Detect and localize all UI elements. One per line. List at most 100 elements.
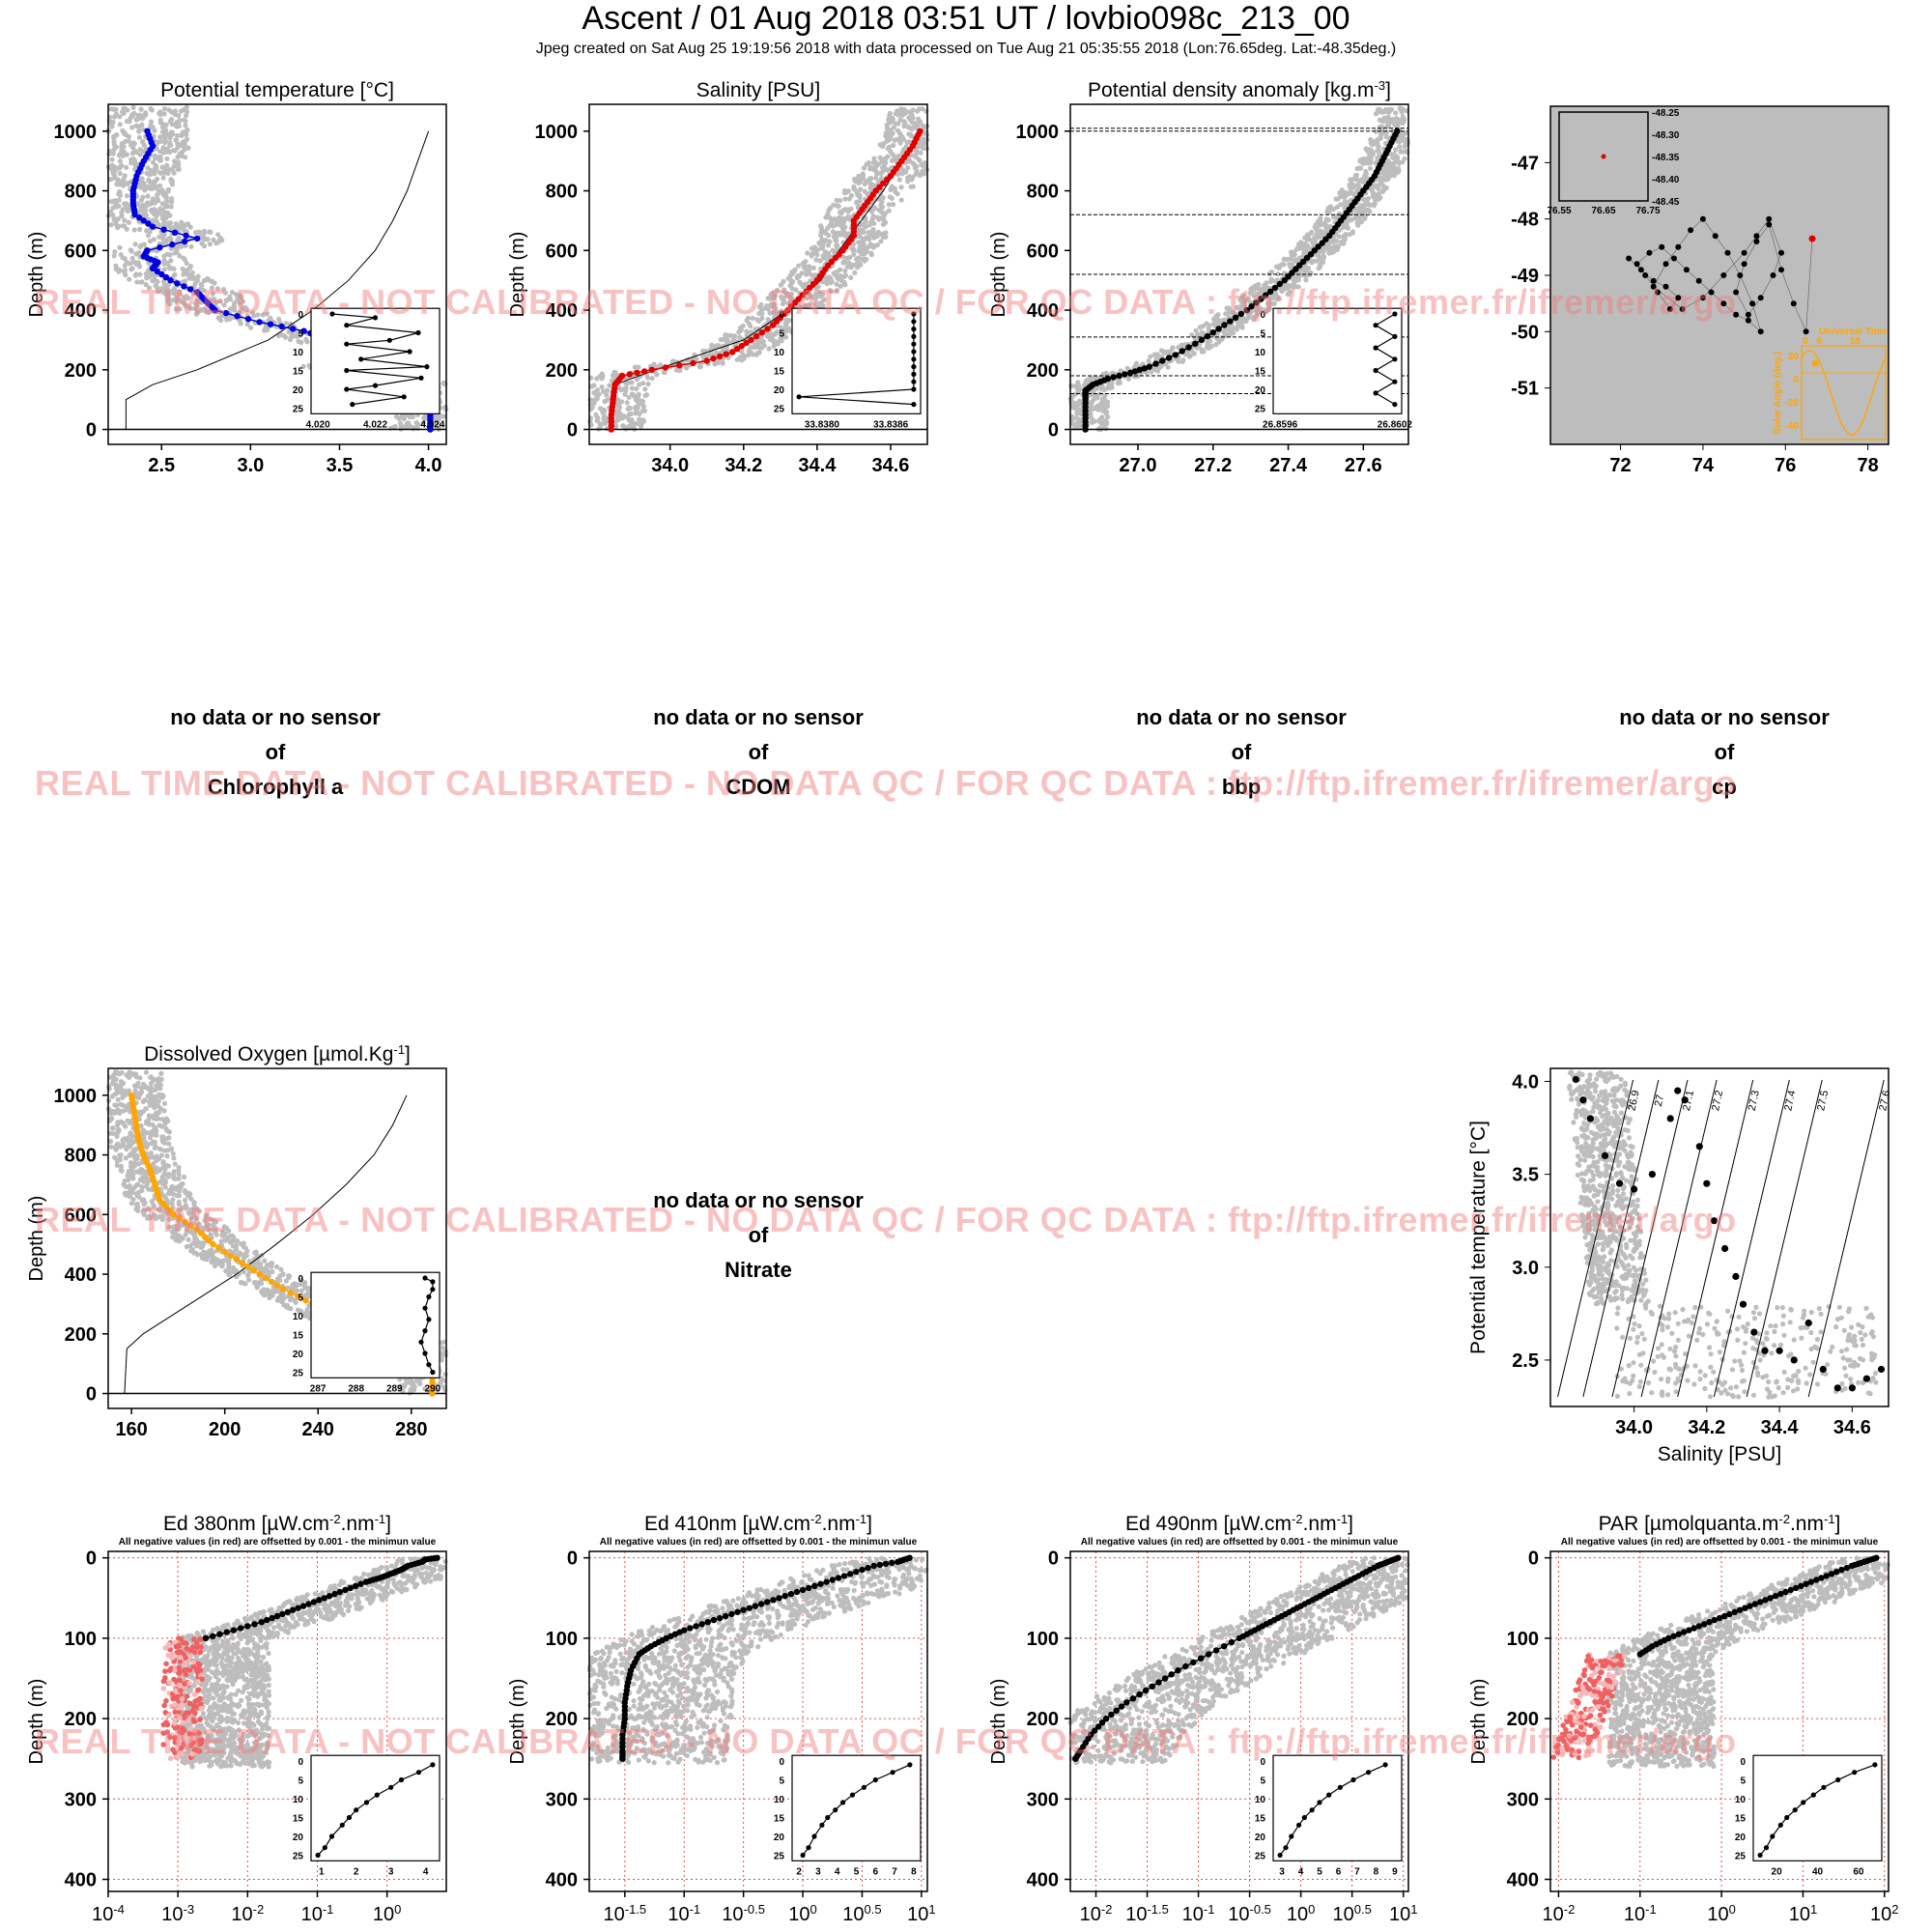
sal-history-cloud-point: [861, 256, 867, 263]
temp-inset-y-tick-label: 20: [293, 385, 304, 396]
dens-history-cloud-point: [1396, 159, 1402, 165]
y-tick-label: 400: [546, 300, 578, 322]
temp-history-cloud-point: [179, 219, 185, 225]
temp-history-cloud-point: [185, 271, 190, 277]
dens-history-cloud-point: [1224, 305, 1230, 311]
sal-history-cloud-point: [833, 270, 838, 276]
sal-history-cloud-point: [772, 293, 779, 298]
dens-history-cloud-point: [1362, 173, 1368, 179]
x-tick-label: 34.6: [871, 455, 909, 476]
sal-history-cloud-point: [833, 222, 838, 228]
dens-history-cloud-point: [1386, 171, 1392, 177]
dens-history-cloud-point: [1369, 142, 1375, 148]
oxy-history-cloud-point: [127, 1071, 132, 1077]
temp-history-cloud-point: [207, 242, 213, 247]
sal-history-cloud-point: [885, 154, 891, 159]
temp-history-cloud-point: [148, 119, 155, 125]
sal-history-cloud-point: [810, 265, 816, 270]
dens-history-cloud-point: [1348, 177, 1353, 183]
temp-history-cloud-point: [181, 268, 186, 273]
sal-history-cloud-point: [677, 368, 683, 374]
x-tick-label: 2.5: [148, 455, 175, 476]
sal-history-cloud-point: [852, 270, 858, 275]
temp-history-cloud-point: [111, 217, 117, 223]
temp-history-cloud-point: [132, 242, 138, 247]
sal-inset-point: [796, 394, 802, 400]
temp-history-cloud-point: [161, 258, 167, 264]
sal-inset-point: [911, 341, 917, 347]
temp-history-cloud-point: [152, 128, 157, 133]
temp-history-cloud-point: [110, 151, 116, 156]
temp-history-cloud-point: [215, 232, 221, 238]
temp-history-cloud-point: [163, 292, 169, 298]
temp-history-cloud-point: [262, 327, 268, 333]
sal-inset-point: [911, 371, 917, 377]
sal-history-cloud-point: [817, 241, 823, 247]
sal-history-cloud-point: [838, 232, 843, 238]
temp-history-cloud-point: [131, 227, 137, 233]
temp-history-cloud-point: [176, 113, 182, 119]
oxy-history-cloud-point: [159, 1137, 165, 1143]
oxy-history-cloud-point: [183, 1197, 188, 1204]
sal-history-cloud-point: [803, 259, 809, 265]
temp-history-cloud-point: [157, 206, 163, 212]
sal-inset-y-tick-label: 5: [779, 329, 784, 340]
oxy-history-cloud-point: [221, 1224, 227, 1230]
temp-history-cloud-point: [140, 139, 146, 145]
temp-inset-x-tick-label: 4.022: [363, 419, 387, 430]
temp-profile-point: [187, 286, 194, 293]
temp-history-cloud-point: [146, 285, 153, 291]
temp-history-cloud-point: [157, 183, 163, 188]
temp-history-cloud-point: [173, 137, 179, 143]
dens-history-cloud-point: [1391, 169, 1397, 175]
temp-history-cloud-point: [137, 271, 143, 277]
temp-history-cloud-point: [120, 255, 126, 261]
dens-history-cloud-point: [1103, 411, 1109, 416]
temp-profile-point: [267, 321, 274, 327]
dens-inset-point: [1392, 356, 1398, 362]
temp-history-cloud-point: [181, 271, 186, 277]
sal-history-cloud-point: [860, 171, 866, 177]
y-tick-label: 200: [65, 360, 97, 382]
temp-history-cloud-point: [148, 123, 154, 128]
temp-inset-point: [401, 394, 407, 400]
dens-history-cloud-point: [1215, 317, 1221, 323]
sal-history-cloud-point: [753, 352, 759, 357]
oxy-history-cloud-point: [157, 1147, 164, 1152]
sal-inset-y-tick-label: 15: [774, 367, 785, 378]
sal-history-cloud-point: [855, 192, 861, 198]
temp-history-cloud-point: [162, 190, 168, 196]
temp-history-cloud-point: [174, 247, 180, 253]
temp-history-cloud-point: [119, 213, 125, 219]
dens-inset-point: [1373, 323, 1378, 328]
dens-history-cloud-point: [1073, 415, 1079, 421]
dens-profile-point: [1146, 363, 1152, 370]
temp-profile-point: [144, 128, 151, 134]
y-tick-label: 0: [1048, 420, 1059, 441]
temp-history-cloud-point: [433, 413, 439, 419]
oxy-history-cloud-point: [110, 1078, 116, 1084]
sal-history-cloud-point: [905, 165, 911, 171]
temp-history-cloud-point: [175, 145, 181, 151]
temp-history-cloud-point: [153, 162, 159, 169]
sal-history-cloud-point: [720, 336, 726, 343]
sal-inset-point: [911, 311, 917, 317]
oxy-history-cloud-point: [108, 1138, 114, 1145]
temp-history-cloud-point: [132, 272, 138, 278]
temp-history-cloud-point: [138, 279, 144, 285]
temp-inset-point: [415, 329, 421, 336]
dens-inset-y-tick-label: 25: [1255, 404, 1266, 414]
temp-inset-point: [344, 367, 350, 374]
temp-history-cloud-point: [159, 201, 165, 207]
sal-history-cloud-point: [856, 177, 862, 183]
sal-history-cloud-point: [862, 251, 867, 257]
temp-history-cloud-point: [162, 210, 168, 215]
temp-history-cloud-point: [111, 175, 118, 181]
sal-history-cloud-point: [624, 400, 630, 406]
temp-history-cloud-point: [222, 290, 229, 296]
x-tick-label: 34.2: [724, 455, 762, 476]
dens-history-cloud-point: [1250, 286, 1256, 292]
temp-history-cloud-point: [116, 223, 122, 229]
y-tick-label: 0: [567, 420, 578, 441]
dens-history-cloud-point: [1271, 300, 1277, 306]
